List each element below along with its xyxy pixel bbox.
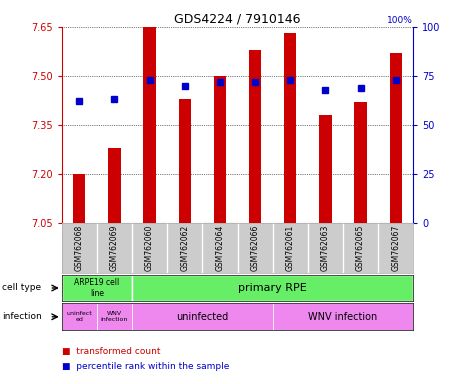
Bar	[390, 53, 402, 223]
Title: GDS4224 / 7910146: GDS4224 / 7910146	[174, 13, 301, 26]
Text: ARPE19 cell
line: ARPE19 cell line	[74, 278, 120, 298]
Text: 100%: 100%	[388, 16, 413, 25]
Text: uninfect
ed: uninfect ed	[66, 311, 92, 322]
Text: cell type: cell type	[2, 283, 41, 293]
Text: GSM762064: GSM762064	[216, 225, 224, 271]
Bar	[354, 102, 367, 223]
Bar	[62, 303, 97, 330]
Text: GSM762060: GSM762060	[145, 225, 154, 271]
Text: primary RPE: primary RPE	[238, 283, 307, 293]
Bar	[132, 303, 273, 330]
Bar	[143, 27, 156, 223]
Bar	[249, 50, 261, 223]
Text: ■  percentile rank within the sample: ■ percentile rank within the sample	[62, 362, 229, 371]
Text: GSM762062: GSM762062	[180, 225, 189, 271]
Text: GSM762065: GSM762065	[356, 225, 365, 271]
Bar	[214, 76, 226, 223]
Text: GSM762068: GSM762068	[75, 225, 84, 271]
Text: GSM762066: GSM762066	[251, 225, 259, 271]
Bar	[62, 275, 132, 301]
Bar	[97, 303, 132, 330]
Text: GSM762069: GSM762069	[110, 225, 119, 271]
Bar	[132, 275, 413, 301]
Text: uninfected: uninfected	[176, 312, 228, 322]
Bar	[108, 148, 121, 223]
Bar	[73, 174, 86, 223]
Bar	[273, 303, 413, 330]
Bar	[319, 115, 332, 223]
Text: ■  transformed count: ■ transformed count	[62, 347, 160, 356]
Text: GSM762063: GSM762063	[321, 225, 330, 271]
Text: infection: infection	[2, 312, 42, 321]
Bar	[284, 33, 296, 223]
Text: GSM762061: GSM762061	[286, 225, 294, 271]
Text: WNV
infection: WNV infection	[101, 311, 128, 322]
Text: GSM762067: GSM762067	[391, 225, 400, 271]
Text: WNV infection: WNV infection	[308, 312, 378, 322]
Bar	[179, 99, 191, 223]
